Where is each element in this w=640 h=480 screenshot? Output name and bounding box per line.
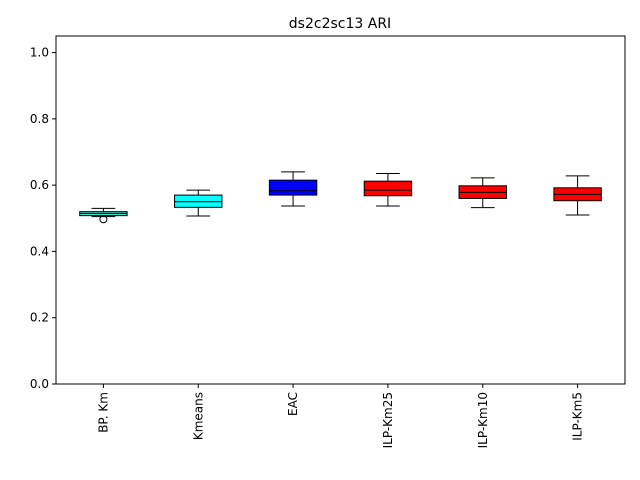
box xyxy=(363,180,413,197)
x-tick-label: ILP-Km5 xyxy=(571,392,585,441)
chart-title: ds2c2sc13 ARI xyxy=(289,16,391,32)
x-tick-label: ILP-Km10 xyxy=(476,392,490,448)
y-tick-label: 0.6 xyxy=(30,178,49,192)
box xyxy=(268,179,318,196)
y-tick-label: 0.2 xyxy=(30,311,49,325)
plot-area: 0.0 0.2 0.4 0.6 0.8 1.0 BP. Km Kmeans EAC ILP-Km2… xyxy=(30,46,602,448)
plot-frame xyxy=(55,35,626,385)
x-tick-label: ILP-Km25 xyxy=(381,392,395,448)
y-tick-label: 1.0 xyxy=(30,46,49,60)
y-tick-label: 0.0 xyxy=(30,377,49,391)
y-tick-label: 0.4 xyxy=(30,244,49,258)
x-tick-label: BP. Km xyxy=(96,392,110,433)
y-tick-label: 0.8 xyxy=(30,112,49,126)
x-tick-label: EAC xyxy=(286,392,300,416)
x-tick-label: Kmeans xyxy=(191,392,205,440)
outlier-point xyxy=(99,215,108,224)
